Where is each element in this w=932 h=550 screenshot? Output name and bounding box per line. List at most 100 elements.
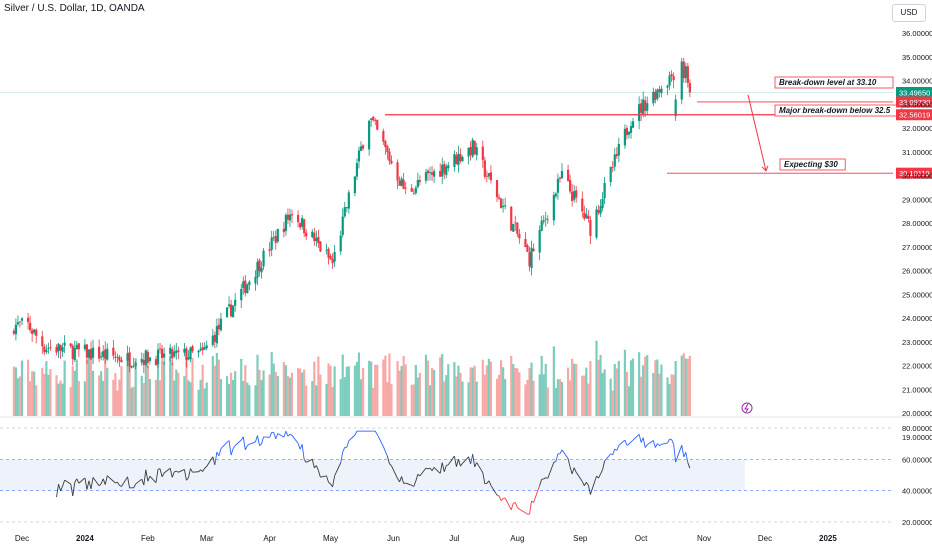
price-tick-label: 32.00000 [902,124,932,133]
indicator-line-segment [285,430,289,437]
volume-bar [154,379,158,416]
volume-bar [644,356,647,416]
volume-bar [217,359,221,416]
volume-bar [77,381,80,416]
indicator-line-segment [143,469,147,486]
price-tick-label: 33.00000 [902,100,932,109]
volume-bar [376,364,379,416]
candle-body [471,139,474,157]
volume-bar [240,358,243,416]
volume-bar [75,359,78,416]
candle-body [98,346,101,359]
volume-bar [556,379,560,416]
volume-bar [571,358,574,416]
volume-bar [601,373,604,416]
indicator-line-segment [234,439,242,446]
candle-body [199,348,202,351]
candle-body [83,344,87,350]
indicator-line-segment [306,458,313,463]
indicator-line-segment [468,456,472,465]
indicator-line-segment [346,440,350,448]
candle-body [631,121,635,128]
volume-bar [29,381,32,416]
candle-body [286,214,290,220]
volume-bar [288,377,292,416]
candle-body [353,176,357,194]
indicator-line-segment [460,462,463,467]
volume-bar [469,367,472,416]
price-tick-label: 25.00000 [902,290,932,299]
candle-body [613,154,616,167]
volume-bar [18,376,22,416]
volume-bar [502,367,505,416]
volume-bar [573,363,576,416]
volume-bar [114,373,117,416]
indicator-line-segment [642,437,646,448]
candle-body [262,250,265,267]
indicator-line-segment [555,453,559,462]
indicator-line-segment [455,459,459,467]
volume-bar [603,369,606,416]
candle-body [187,357,190,360]
volume-bar [272,363,275,416]
currency-button[interactable]: USD [892,4,926,22]
volume-bar [140,375,143,416]
indicator-line-segment [188,468,191,478]
volume-bar [128,352,131,416]
volume-bar [284,365,287,416]
candle-body [114,356,117,358]
indicator-line-segment [628,441,632,445]
candle-body [504,205,507,207]
volume-bar [530,362,533,416]
indicator-line-segment [602,460,606,470]
indicator-line-segment [100,478,104,484]
volume-bar [483,374,486,416]
indicator-line-segment [569,466,573,475]
candle-body [441,164,444,177]
indicator-line-segment [561,449,569,459]
candle-body [89,348,93,360]
indicator-line-segment [600,469,603,475]
volume-bar [599,354,602,416]
candle-body [372,116,375,121]
volume-bar [156,353,160,416]
candle-body [343,207,346,217]
volume-bar [646,355,649,416]
indicator-line-segment [453,456,457,467]
candle-body [305,232,308,237]
candle-body [603,182,606,199]
indicator-line-segment [374,430,378,435]
volume-bar [343,377,346,416]
volume-bar [87,356,91,416]
volume-bar [688,355,691,416]
candle-body [290,214,294,216]
volume-bar [674,360,677,416]
indicator-line-segment [498,495,502,501]
volume-bar [276,376,279,416]
candle-body [301,218,304,227]
volume-bar [256,354,259,416]
volume-bar [71,366,74,416]
volume-bar [654,360,657,416]
volume-bar [627,386,631,416]
indicator-line-segment [624,439,628,446]
candle-body [219,318,223,331]
candle-body [140,358,143,363]
volume-bar [187,380,190,416]
candle-body [319,241,322,252]
volume-bar [14,367,18,416]
volume-bar [370,361,373,416]
candle-body [274,235,277,243]
volume-bar [183,376,186,416]
volume-bar [587,383,590,416]
indicator-line-segment [320,475,327,478]
volume-bar [286,375,290,416]
volume-bar [404,364,407,416]
volume-bar [199,379,202,416]
candle-body [688,82,691,93]
indicator-line-segment [654,443,658,448]
volume-bars [12,340,691,416]
time-tick-label: Aug [510,534,524,543]
volume-bar [359,379,363,416]
